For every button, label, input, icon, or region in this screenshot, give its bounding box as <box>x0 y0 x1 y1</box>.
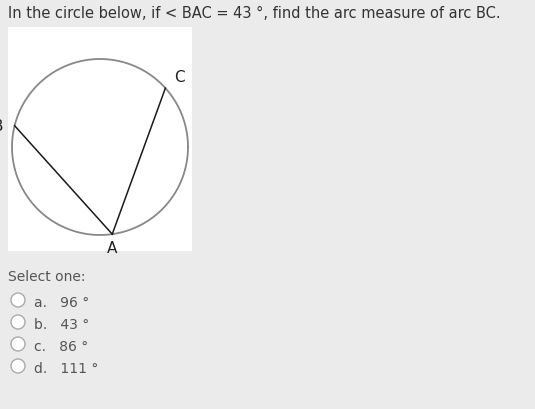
Circle shape <box>11 293 25 307</box>
Text: A: A <box>107 240 118 255</box>
Circle shape <box>11 359 25 373</box>
Bar <box>8 28 192 252</box>
Text: C: C <box>174 70 185 85</box>
Text: c.   86 °: c. 86 ° <box>34 339 88 353</box>
Text: In the circle below, if < BAC = 43 °, find the arc measure of arc BC.: In the circle below, if < BAC = 43 °, fi… <box>8 7 501 21</box>
Text: Select one:: Select one: <box>8 270 86 283</box>
Circle shape <box>11 315 25 329</box>
Text: a.   96 °: a. 96 ° <box>34 295 89 309</box>
Text: b.   43 °: b. 43 ° <box>34 317 89 331</box>
Text: d.   111 °: d. 111 ° <box>34 361 98 375</box>
Circle shape <box>11 337 25 351</box>
Text: B: B <box>0 119 3 134</box>
